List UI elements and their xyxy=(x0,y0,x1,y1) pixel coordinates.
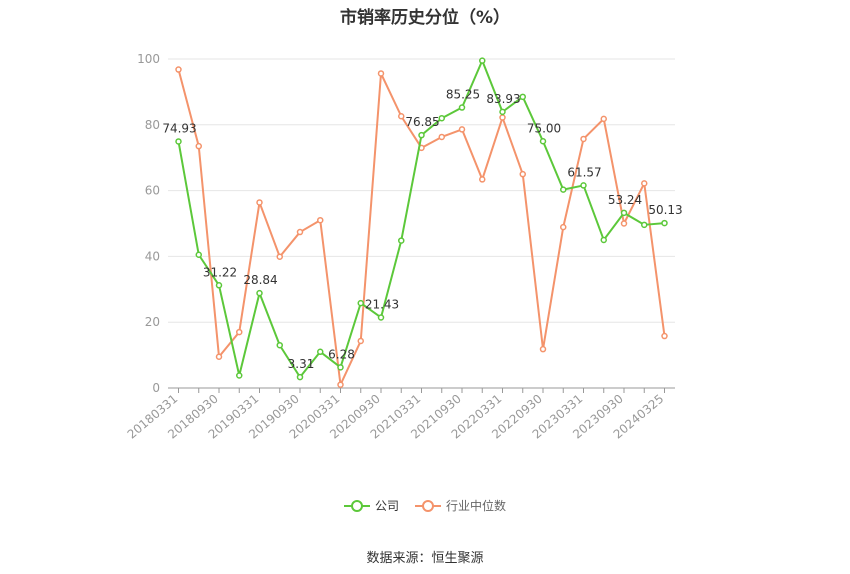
data-point xyxy=(215,353,223,360)
data-label: 83.93 xyxy=(486,92,520,106)
series-line xyxy=(177,59,665,379)
data-point xyxy=(499,108,506,116)
data-point xyxy=(398,237,405,244)
data-point xyxy=(641,221,648,229)
data-point xyxy=(175,138,182,145)
data-label: 75.00 xyxy=(527,121,561,135)
series-lines xyxy=(175,57,668,388)
data-point xyxy=(357,299,364,307)
data-label: 53.24 xyxy=(608,193,642,207)
data-point xyxy=(236,372,243,379)
data-point xyxy=(377,314,385,321)
legend-label-company: 公司 xyxy=(374,499,399,513)
data-point xyxy=(195,251,202,259)
data-point xyxy=(641,180,648,187)
data-point xyxy=(337,381,344,388)
legend-label-industry-median: 行业中位数 xyxy=(446,499,507,513)
data-point xyxy=(317,216,324,224)
data-point xyxy=(296,228,304,236)
data-point xyxy=(560,186,567,193)
data-point xyxy=(317,348,324,356)
data-label: 50.13 xyxy=(648,203,682,217)
y-tick-label: 100 xyxy=(137,52,160,66)
data-point xyxy=(661,332,668,340)
data-point xyxy=(539,345,547,353)
legend: 公司 行业中位数 xyxy=(0,497,850,514)
data-point xyxy=(600,236,607,244)
y-tick-label: 0 xyxy=(152,381,160,395)
data-label: 3.31 xyxy=(288,357,315,371)
legend-item-industry-median[interactable]: 行业中位数 xyxy=(415,497,506,514)
legend-item-company[interactable]: 公司 xyxy=(343,497,399,514)
data-labels: 74.93 31.22 28.84 3.31 6.28 21.43 76.85 85.25 83… xyxy=(162,88,682,372)
data-point xyxy=(519,93,526,101)
data-point xyxy=(580,135,587,143)
y-tick-label: 80 xyxy=(145,118,160,132)
data-label: 61.57 xyxy=(567,165,601,179)
data-point xyxy=(438,114,445,122)
data-label: 21.43 xyxy=(365,297,399,311)
data-point xyxy=(661,219,668,227)
data-label: 74.93 xyxy=(162,121,196,135)
data-label: 85.25 xyxy=(446,88,480,102)
data-point xyxy=(479,176,486,183)
data-point xyxy=(337,364,344,371)
data-point xyxy=(276,341,283,349)
data-point xyxy=(256,289,263,297)
data-point xyxy=(539,138,547,145)
data-point xyxy=(499,114,506,121)
data-point xyxy=(438,133,445,141)
data-point xyxy=(357,337,364,345)
data-source-note: 数据来源：恒生聚源 xyxy=(366,551,484,566)
data-point xyxy=(175,66,182,73)
data-point xyxy=(195,142,202,150)
data-point xyxy=(276,253,283,260)
data-point xyxy=(458,126,466,133)
grid-lines xyxy=(168,58,675,323)
data-label: 31.22 xyxy=(203,265,237,279)
data-point xyxy=(418,131,425,139)
data-label: 76.85 xyxy=(405,115,439,129)
data-point xyxy=(215,282,223,289)
data-point xyxy=(519,170,526,178)
y-tick-label: 20 xyxy=(145,315,160,329)
data-point xyxy=(398,112,405,120)
data-point xyxy=(377,70,385,77)
data-point xyxy=(236,328,243,336)
y-tick-label: 60 xyxy=(145,184,160,198)
chart-title: 市销率历史分位（%） xyxy=(339,8,511,28)
y-tick-label: 40 xyxy=(145,249,160,263)
data-point xyxy=(580,182,587,189)
legend-marker-company xyxy=(343,499,370,512)
data-point xyxy=(620,220,628,227)
data-label: 28.84 xyxy=(243,273,277,287)
data-label: 6.28 xyxy=(328,347,355,361)
data-point xyxy=(620,209,628,217)
data-point xyxy=(256,199,263,206)
legend-marker-industry-median xyxy=(415,499,441,512)
data-point xyxy=(600,115,607,123)
data-point xyxy=(479,57,486,64)
data-point xyxy=(458,104,466,111)
data-point xyxy=(560,223,567,231)
data-point xyxy=(296,373,304,381)
